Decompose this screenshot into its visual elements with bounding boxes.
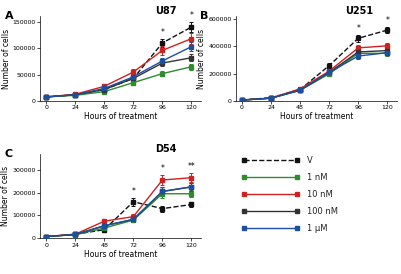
Text: 1 μM: 1 μM	[307, 224, 327, 233]
Text: V: V	[307, 156, 312, 165]
Y-axis label: Number of cells: Number of cells	[2, 29, 10, 89]
X-axis label: Hours of treatment: Hours of treatment	[280, 112, 353, 121]
Text: A: A	[5, 11, 13, 21]
Text: **: **	[188, 162, 195, 171]
Text: *: *	[160, 28, 164, 37]
Text: U251: U251	[345, 6, 373, 16]
Text: *: *	[132, 187, 135, 196]
Text: *: *	[160, 164, 164, 173]
Text: 10 nM: 10 nM	[307, 190, 332, 199]
Text: C: C	[5, 149, 13, 159]
Y-axis label: Number of cells: Number of cells	[197, 29, 206, 89]
Text: B: B	[200, 11, 209, 21]
Text: *: *	[190, 11, 193, 20]
X-axis label: Hours of treatment: Hours of treatment	[84, 250, 157, 259]
Text: *: *	[385, 16, 389, 25]
Text: U87: U87	[156, 6, 177, 16]
Text: 100 nM: 100 nM	[307, 207, 338, 216]
X-axis label: Hours of treatment: Hours of treatment	[84, 112, 157, 121]
Text: *: *	[356, 24, 360, 33]
Y-axis label: Number of cells: Number of cells	[2, 166, 10, 226]
Text: 1 nM: 1 nM	[307, 173, 327, 182]
Text: D54: D54	[156, 144, 177, 154]
